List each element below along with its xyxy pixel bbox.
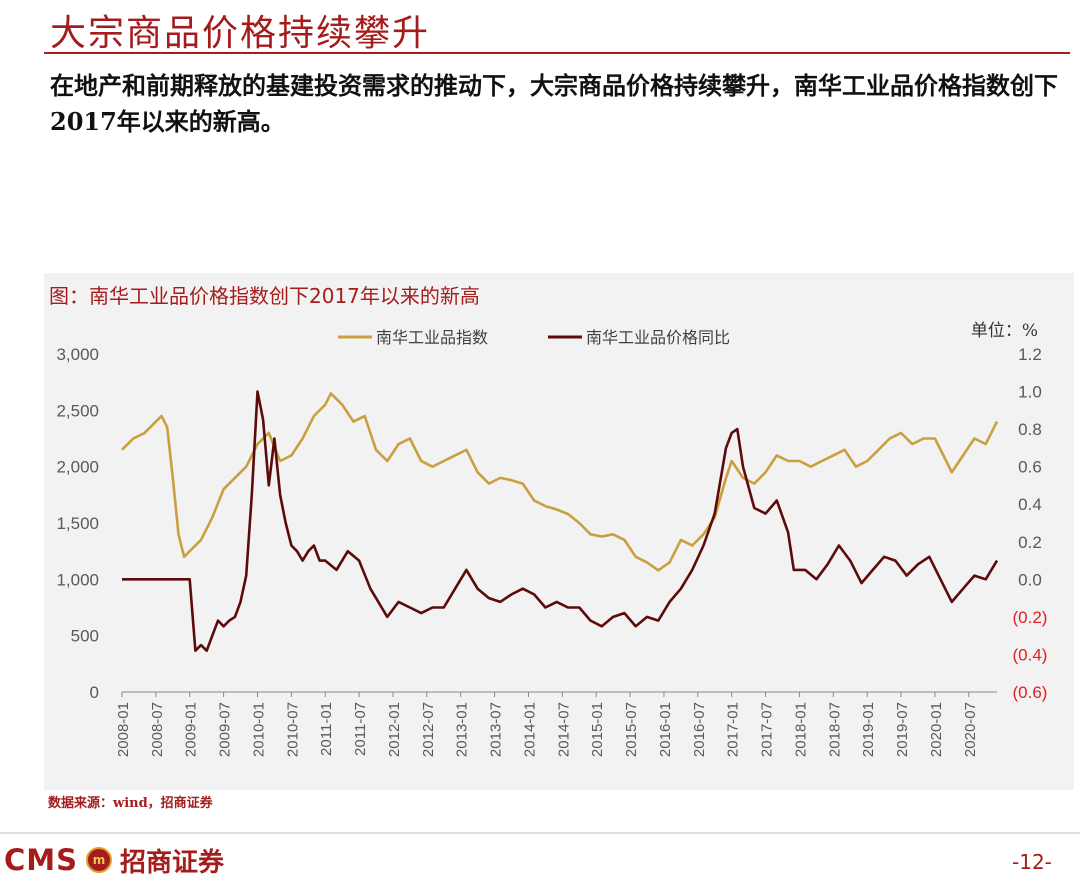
- x-tick-label: 2009-01: [183, 702, 200, 757]
- slide-title: 大宗商品价格持续攀升: [50, 13, 431, 54]
- legend-label-2: 南华工业品价格同比: [586, 328, 730, 347]
- y-left-tick-label: 1,500: [56, 514, 99, 533]
- slide-subtitle: 在地产和前期释放的基建投资需求的推动下，大宗商品价格持续攀升，南华工业品价格指数…: [50, 71, 1058, 136]
- chart-title: 图：南华工业品价格指数创下2017年以来的新高: [49, 284, 480, 308]
- x-tick-label: 2019-01: [860, 702, 877, 757]
- x-tick-label: 2014-01: [521, 702, 538, 757]
- y-right-tick-label: 0.8: [1018, 420, 1042, 439]
- logo-company-name: 招商证券: [120, 847, 225, 878]
- logo-cms-text: CMS: [4, 843, 79, 877]
- x-tick-label: 2015-07: [623, 702, 640, 757]
- x-tick-label: 2011-07: [352, 702, 369, 756]
- x-tick-label: 2010-01: [250, 702, 267, 757]
- y-left-tick-label: 0: [90, 683, 99, 702]
- x-tick-label: 2020-07: [962, 702, 979, 757]
- x-tick-label: 2018-07: [826, 702, 843, 757]
- y-right-tick-label: 1.2: [1018, 345, 1042, 364]
- legend-label-1: 南华工业品指数: [376, 328, 488, 347]
- y-right-tick-label: 0.0: [1018, 570, 1042, 589]
- y-right-tick-label: (0.2): [1013, 608, 1048, 627]
- x-tick-label: 2012-01: [386, 702, 403, 757]
- x-tick-label: 2013-01: [454, 702, 471, 757]
- x-tick-label: 2011-01: [318, 702, 335, 756]
- x-tick-label: 2014-07: [555, 702, 572, 757]
- brand-logo: CMS m 招商证券: [4, 843, 225, 878]
- x-tick-label: 2016-01: [657, 702, 674, 757]
- title-divider: [44, 52, 1070, 54]
- unit-label: 单位：%: [971, 321, 1038, 341]
- y-right-tick-label: 0.2: [1018, 533, 1042, 552]
- logo-badge-icon: m: [86, 847, 113, 873]
- x-tick-label: 2019-07: [894, 702, 911, 757]
- x-tick-label: 2008-01: [115, 702, 132, 757]
- x-tick-label: 2016-07: [691, 702, 708, 757]
- y-left-tick-label: 3,000: [56, 345, 99, 364]
- series-line-index: [121, 392, 999, 572]
- x-tick-label: 2013-07: [488, 702, 505, 757]
- x-tick-label: 2018-01: [792, 702, 809, 757]
- x-tick-label: 2017-07: [759, 702, 776, 757]
- x-tick-label: 2009-07: [217, 702, 234, 757]
- source-note: 数据来源：wind，招商证券: [48, 796, 213, 811]
- y-left-tick-label: 2,000: [56, 458, 99, 477]
- y-right-tick-label: (0.4): [1013, 645, 1048, 664]
- chart-panel: [44, 273, 1074, 790]
- footer-divider: [0, 832, 1080, 834]
- x-tick-label: 2015-01: [589, 702, 606, 757]
- x-tick-label: 2012-07: [420, 702, 437, 757]
- y-left-tick-label: 2,500: [56, 401, 99, 420]
- x-tick-label: 2020-01: [928, 702, 945, 757]
- y-right-tick-label: (0.6): [1013, 683, 1048, 702]
- x-tick-label: 2010-07: [284, 702, 301, 757]
- x-tick-label: 2017-01: [725, 702, 742, 757]
- y-right-tick-label: 1.0: [1018, 383, 1042, 402]
- y-right-tick-label: 0.4: [1018, 495, 1042, 514]
- page-number: -12-: [1012, 850, 1052, 874]
- y-left-tick-label: 500: [71, 627, 99, 646]
- y-left-tick-label: 1,000: [56, 570, 99, 589]
- x-tick-label: 2008-07: [149, 702, 166, 757]
- y-right-tick-label: 0.6: [1018, 458, 1042, 477]
- series-line-yoy: [122, 390, 999, 652]
